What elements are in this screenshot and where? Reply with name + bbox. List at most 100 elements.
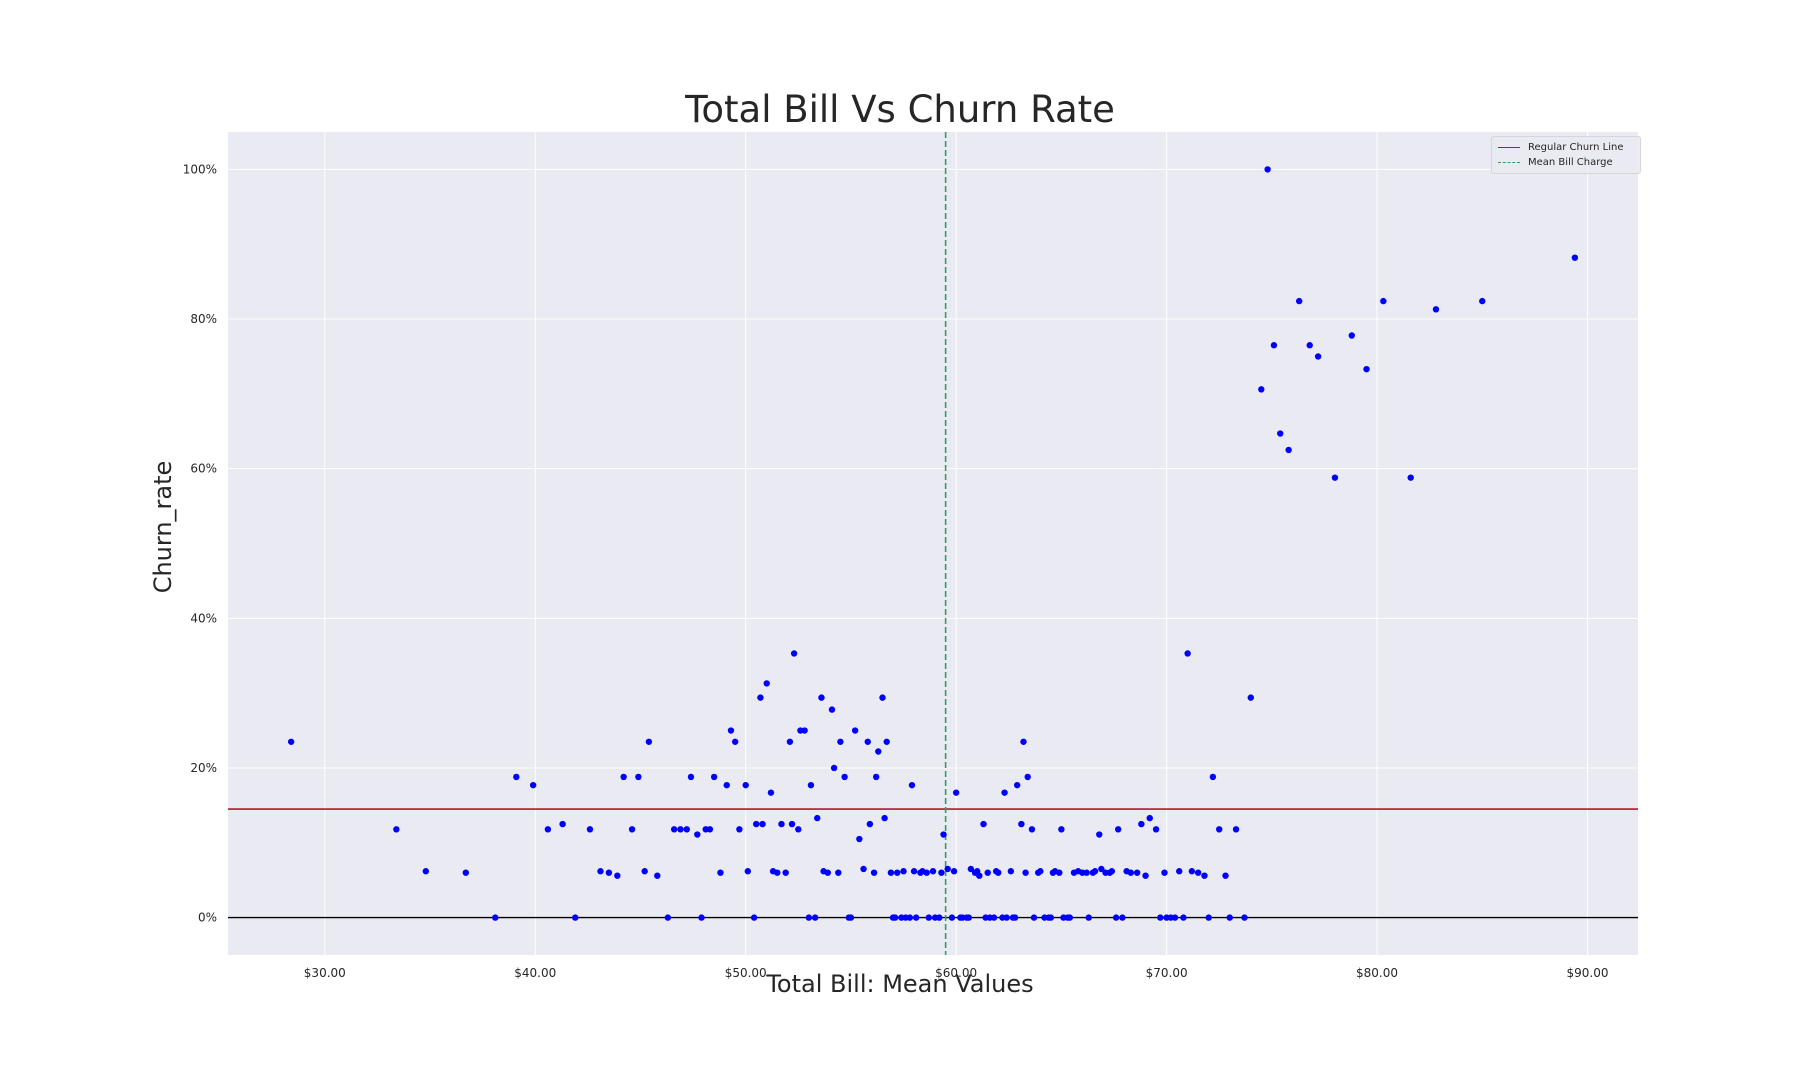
- data-point: [824, 869, 831, 876]
- y-tick-label: 80%: [190, 312, 217, 326]
- data-point: [1161, 869, 1168, 876]
- data-point: [670, 826, 678, 833]
- data-point: [1188, 868, 1196, 875]
- data-point: [1056, 869, 1063, 876]
- data-point: [763, 680, 770, 687]
- data-point: [925, 914, 932, 921]
- data-point: [1066, 914, 1073, 921]
- data-point: [614, 872, 621, 879]
- data-point: [830, 764, 838, 772]
- data-point: [835, 869, 842, 876]
- data-point: [944, 865, 951, 873]
- data-point: [1142, 872, 1149, 879]
- data-point: [1096, 831, 1103, 838]
- data-point: [1098, 865, 1105, 873]
- data-point: [572, 914, 579, 921]
- data-point: [1007, 868, 1015, 875]
- tick-labels: $30.00 $40.00 $50.00 $60.00 $70.00 $80.00 $90.…: [183, 162, 1609, 980]
- data-point: [750, 914, 758, 921]
- data-point: [879, 694, 886, 701]
- data-point: [851, 727, 859, 734]
- data-point: [1157, 914, 1164, 921]
- data-point: [883, 738, 890, 745]
- x-axis-label: Total Bill: Mean Values: [766, 970, 1034, 998]
- data-point: [635, 773, 642, 781]
- data-point: [948, 914, 956, 921]
- legend-label: Mean Bill Charge: [1528, 157, 1613, 168]
- data-point: [1270, 342, 1278, 349]
- data-point: [872, 773, 880, 781]
- data-point: [976, 872, 983, 879]
- data-point: [786, 738, 794, 745]
- data-point: [605, 869, 613, 876]
- data-point: [767, 789, 775, 796]
- data-point: [788, 820, 796, 828]
- data-point: [801, 727, 808, 734]
- data-point: [492, 914, 499, 921]
- x-tick-label: $70.00: [1146, 966, 1188, 980]
- data-point: [677, 826, 684, 833]
- data-point: [1314, 353, 1322, 360]
- data-point: [1258, 386, 1265, 393]
- y-tick-label: 60%: [190, 462, 217, 476]
- data-point: [847, 914, 855, 921]
- y-tick-label: 40%: [190, 611, 217, 625]
- data-point: [870, 869, 878, 876]
- data-point: [1047, 914, 1055, 921]
- data-point: [936, 914, 943, 921]
- legend: Regular Churn Line Mean Bill Charge: [1491, 136, 1641, 174]
- data-point: [1083, 869, 1090, 876]
- data-point: [1119, 914, 1126, 921]
- data-point: [837, 738, 844, 745]
- data-point: [1085, 914, 1092, 921]
- data-point: [628, 826, 636, 833]
- legend-label: Regular Churn Line: [1528, 142, 1624, 153]
- data-point: [807, 781, 815, 789]
- data-point: [1226, 914, 1233, 921]
- data-point: [967, 865, 975, 873]
- data-point: [1020, 738, 1027, 745]
- data-point: [717, 869, 724, 876]
- data-point: [965, 914, 972, 921]
- data-point: [1138, 820, 1145, 828]
- data-point: [980, 820, 987, 828]
- data-point: [860, 865, 867, 873]
- data-point: [866, 820, 874, 828]
- data-point: [1479, 297, 1486, 305]
- data-point: [710, 773, 718, 781]
- legend-swatch-dashed: [1498, 162, 1520, 163]
- data-point: [1222, 872, 1229, 879]
- x-tick-label: $80.00: [1356, 966, 1398, 980]
- data-point: [1180, 914, 1187, 921]
- data-point: [1295, 297, 1303, 305]
- data-point: [1184, 650, 1191, 657]
- data-point: [950, 868, 958, 875]
- data-point: [1176, 868, 1183, 875]
- legend-swatch-solid: [1498, 147, 1520, 148]
- data-point: [1013, 781, 1021, 789]
- data-point: [1018, 820, 1025, 828]
- data-point: [1277, 430, 1284, 437]
- data-point: [990, 914, 998, 921]
- data-point: [1432, 306, 1440, 313]
- data-point: [1001, 789, 1008, 796]
- data-point: [894, 869, 901, 876]
- x-tick-label: $90.00: [1566, 966, 1608, 980]
- data-point: [900, 868, 907, 875]
- data-point: [1363, 365, 1370, 373]
- data-point: [1003, 914, 1010, 921]
- data-point: [814, 814, 821, 822]
- data-point: [1264, 166, 1271, 173]
- data-point: [393, 826, 400, 833]
- data-point: [529, 781, 537, 789]
- data-point: [744, 868, 752, 875]
- data-point: [645, 738, 653, 745]
- data-point: [654, 872, 661, 879]
- data-point: [1127, 869, 1135, 876]
- data-point: [597, 868, 604, 875]
- data-point: [818, 694, 825, 701]
- data-point: [995, 869, 1002, 876]
- data-point: [731, 738, 739, 745]
- data-point: [1348, 332, 1355, 339]
